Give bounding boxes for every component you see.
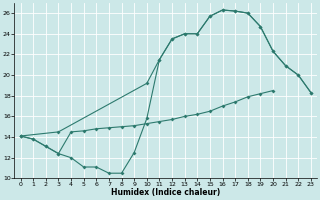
X-axis label: Humidex (Indice chaleur): Humidex (Indice chaleur)	[111, 188, 220, 197]
